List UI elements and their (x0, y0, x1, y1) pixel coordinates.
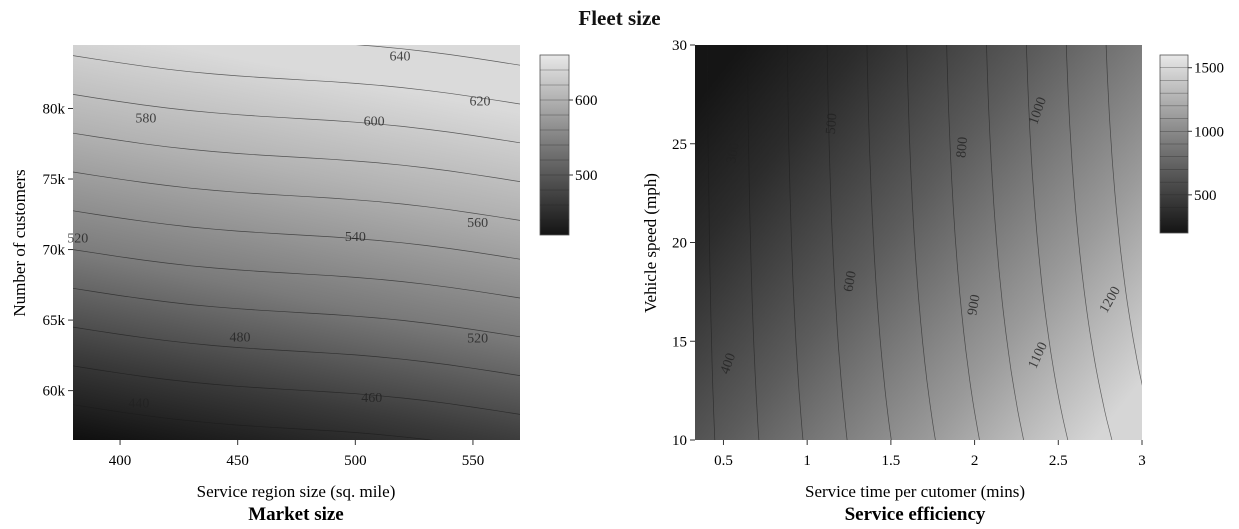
contour-line (986, 45, 1024, 440)
colorbar-tick-label: 500 (1194, 188, 1217, 204)
contour-line (747, 45, 760, 440)
y-tick-label: 30 (672, 38, 687, 54)
contour-lines-market (73, 45, 520, 440)
x-tick-label: 3 (1138, 453, 1146, 469)
contour-line (826, 45, 848, 440)
y-tick-label: 25 (672, 137, 687, 153)
y-tick-label: 70k (43, 243, 66, 259)
contour-line (73, 94, 520, 144)
contour-line (906, 45, 936, 440)
heatmap-surface-efficiency (695, 45, 1142, 440)
contour-line (1026, 45, 1069, 440)
contour-label: 300 (724, 141, 742, 164)
x-tick-label: 1 (803, 453, 811, 469)
contour-label: 580 (135, 112, 156, 127)
contour-line (786, 45, 804, 440)
contour-line (73, 404, 434, 440)
y-tick-label: 20 (672, 236, 687, 252)
contour-line (1065, 45, 1113, 440)
contour-label: 560 (467, 216, 488, 231)
y-tick-label: 10 (672, 433, 687, 449)
contour-labels-market: 440 460 480 520 520 540 560 580 600 620 640 (67, 50, 490, 412)
contour-label: 400 (718, 351, 739, 376)
colorbar-tick-label: 600 (575, 93, 598, 109)
contour-line (73, 365, 520, 415)
contour-label: 520 (467, 332, 488, 347)
contour-line (668, 45, 671, 440)
x-axis-label-efficiency: Service time per cutomer (mins) (805, 482, 1025, 501)
contour-line (73, 249, 520, 299)
contour-line (73, 171, 520, 221)
contour-line (73, 132, 520, 182)
contour-line (73, 210, 520, 260)
contour-lines-efficiency (668, 45, 1142, 440)
colorbar-market: 500 600 (539, 54, 598, 236)
heatmap-surface-market (73, 45, 520, 440)
x-tick-label: 2.5 (1049, 453, 1068, 469)
contour-line (73, 55, 520, 105)
contour-line (707, 45, 716, 440)
x-axis-market: 400 450 500 550 (109, 440, 484, 469)
y-tick-label: 15 (672, 334, 687, 350)
contour-line (1105, 45, 1142, 386)
colorbar-tick-label: 500 (575, 168, 598, 184)
contour-label: 480 (230, 330, 251, 345)
x-tick-label: 500 (344, 453, 367, 469)
y-axis-label-market: Number of customers (10, 169, 29, 316)
subtitle-market-size: Market size (248, 504, 343, 525)
contour-line (355, 45, 520, 66)
y-axis-efficiency: 10 15 20 25 30 (672, 38, 695, 449)
x-tick-label: 550 (462, 453, 485, 469)
contour-label: 620 (470, 95, 491, 110)
x-tick-label: 450 (226, 453, 249, 469)
x-tick-label: 1.5 (882, 453, 901, 469)
y-tick-label: 65k (43, 313, 66, 329)
contour-line (73, 326, 520, 376)
contour-label: 900 (965, 293, 983, 316)
x-tick-label: 0.5 (714, 453, 733, 469)
y-axis-market: 60k 65k 70k 75k 80k (43, 101, 73, 400)
contour-label: 520 (67, 232, 88, 247)
contour-label: 540 (345, 230, 366, 245)
colorbar-tick-label: 1000 (1194, 124, 1224, 140)
y-axis-label-efficiency: Vehicle speed (mph) (641, 173, 660, 313)
x-tick-label: 2 (971, 453, 979, 469)
contour-line (866, 45, 892, 440)
contour-label: 500 (824, 113, 841, 135)
contour-label: 600 (841, 270, 859, 293)
y-tick-label: 75k (43, 172, 66, 188)
contour-label: 800 (954, 136, 971, 158)
contour-label: 640 (390, 50, 411, 65)
x-axis-efficiency: 0.5 1 1.5 2 2.5 3 (714, 440, 1146, 469)
subtitle-service-efficiency: Service efficiency (845, 504, 986, 525)
x-axis-label-market: Service region size (sq. mile) (197, 482, 396, 501)
panel-market-size: 440 460 480 520 520 540 560 580 600 620 640 400 450… (10, 45, 598, 525)
contour-line (946, 45, 980, 440)
contour-line (73, 287, 520, 338)
y-tick-label: 80k (43, 101, 66, 117)
x-tick-label: 400 (109, 453, 132, 469)
contour-label: 600 (364, 114, 385, 129)
main-title: Fleet size (578, 6, 661, 30)
contour-label: 460 (361, 391, 382, 406)
contour-label: 440 (128, 397, 149, 412)
colorbar-tick-label: 1500 (1194, 61, 1224, 77)
colorbar-efficiency: 500 1000 1500 (1159, 54, 1224, 234)
y-tick-label: 60k (43, 384, 66, 400)
